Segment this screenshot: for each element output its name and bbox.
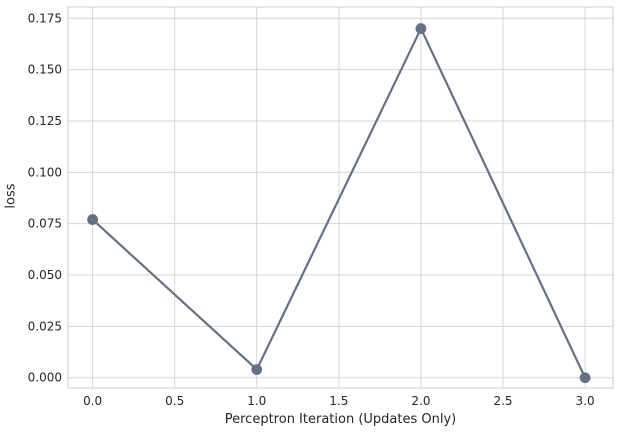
y-tick-label: 0.000 <box>28 371 62 385</box>
x-tick-label: 2.5 <box>493 394 512 408</box>
data-point-marker <box>415 23 427 34</box>
x-axis-label: Perceptron Iteration (Updates Only) <box>224 412 457 427</box>
x-tick-label: 2.0 <box>411 394 430 408</box>
x-tick-label: 0.0 <box>83 394 102 408</box>
x-tick-label: 0.5 <box>165 394 184 408</box>
x-tick-label: 1.5 <box>329 394 348 408</box>
y-tick-label: 0.075 <box>28 217 62 231</box>
y-tick-label: 0.050 <box>28 268 62 282</box>
y-tick-label: 0.125 <box>28 114 62 128</box>
data-point-marker <box>579 372 591 384</box>
y-tick-label: 0.100 <box>28 165 62 179</box>
y-tick-label: 0.025 <box>28 319 62 333</box>
x-tick-label: 1.0 <box>247 394 266 408</box>
y-axis-label: loss <box>3 183 19 209</box>
x-tick-label: 3.0 <box>576 394 595 408</box>
plot-border <box>67 6 614 389</box>
y-tick-label: 0.175 <box>28 11 62 25</box>
loss-line <box>91 27 587 379</box>
y-tick-label: 0.150 <box>28 63 62 77</box>
data-point-marker <box>251 364 263 375</box>
data-point-marker <box>87 214 99 225</box>
